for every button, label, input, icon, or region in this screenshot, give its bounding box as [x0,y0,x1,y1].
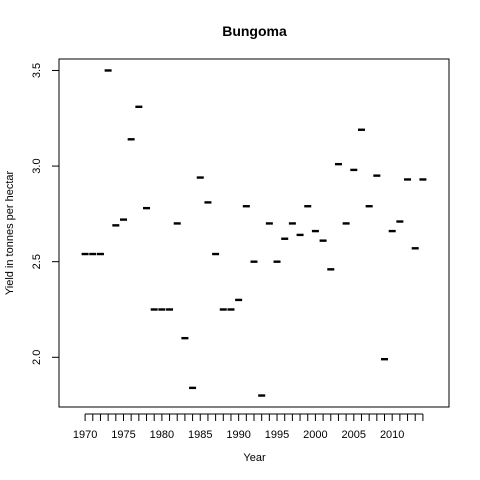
y-tick-label: 3.0 [31,158,43,173]
x-tick-label: 2005 [342,429,366,441]
data-marks [81,69,427,397]
y-axis-label: Yield in tonnes per hectar [4,170,16,295]
y-tick-label: 2.0 [31,350,43,365]
x-tick-label: 1970 [73,429,97,441]
x-tick-label: 2010 [380,429,404,441]
x-tick-label: 1980 [150,429,174,441]
x-tick-label: 1990 [226,429,250,441]
x-tick-label: 1985 [188,429,212,441]
y-axis: 2.0 2.5 3.0 3.5 [31,63,60,365]
x-tick-label: 2000 [303,429,327,441]
chart-title: Bungoma [222,23,287,39]
x-axis: 1970 1975 1980 1985 1990 1995 2000 2005 2010 [73,413,424,441]
y-tick-label: 3.5 [31,63,43,78]
y-tick-label: 2.5 [31,254,43,269]
x-axis-label: Year [243,452,266,464]
x-tick-label: 1995 [265,429,289,441]
x-tick-label: 1975 [111,429,135,441]
